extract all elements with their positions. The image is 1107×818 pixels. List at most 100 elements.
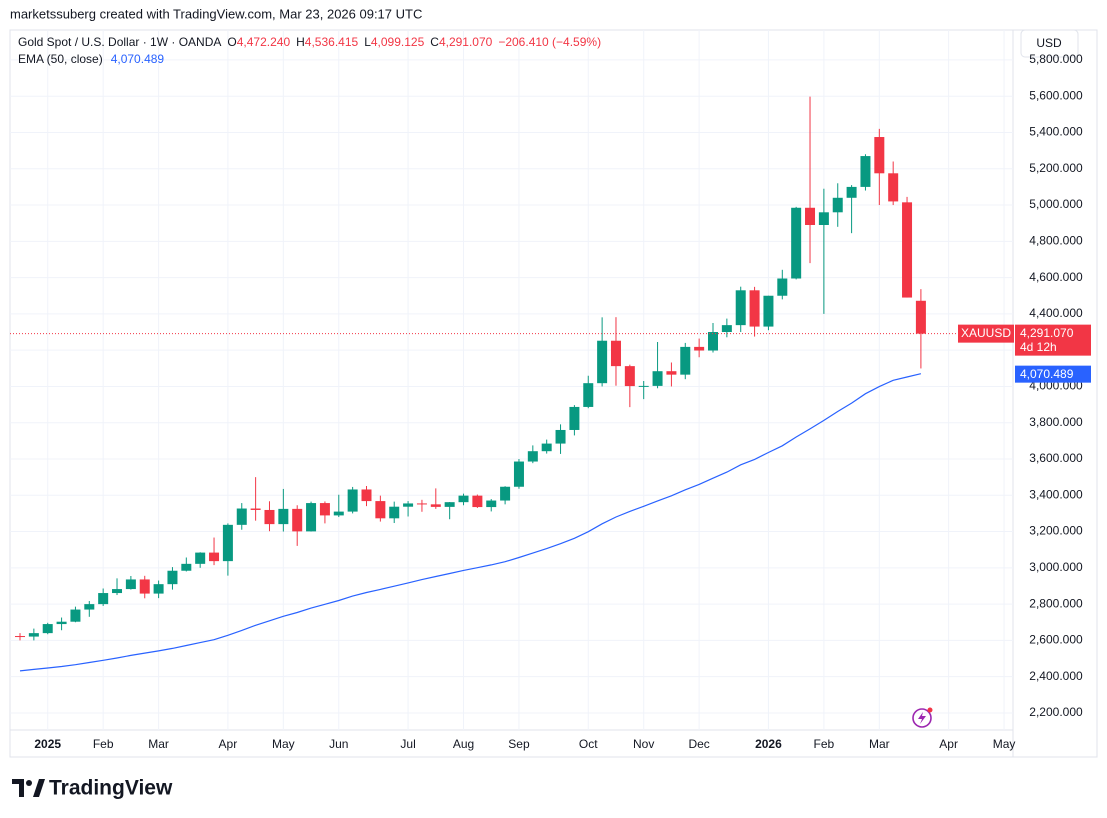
candle-body bbox=[805, 207, 816, 225]
candle-body bbox=[361, 489, 372, 502]
candle-body bbox=[333, 511, 344, 516]
x-tick-label: Oct bbox=[579, 737, 598, 751]
candle-body bbox=[763, 295, 774, 327]
legend: Gold Spot / U.S. Dollar · 1W · OANDA O4,4… bbox=[18, 35, 601, 49]
candle-body bbox=[403, 503, 414, 507]
candle-body bbox=[15, 636, 25, 638]
candle-body bbox=[486, 500, 497, 508]
candle-body bbox=[777, 278, 788, 296]
candle-body bbox=[458, 495, 469, 503]
y-tick-label: 5,000.000 bbox=[1029, 197, 1083, 211]
candle-body bbox=[264, 509, 275, 525]
candle-body bbox=[638, 385, 649, 387]
candle-body bbox=[250, 508, 261, 510]
y-tick-label: 5,800.000 bbox=[1029, 52, 1083, 66]
candle-body bbox=[874, 137, 885, 174]
x-tick-label: Jun bbox=[329, 737, 348, 751]
x-tick-label: Sep bbox=[508, 737, 530, 751]
y-tick-label: 2,400.000 bbox=[1029, 669, 1083, 683]
candle-body bbox=[500, 486, 511, 501]
y-tick-label: 3,600.000 bbox=[1029, 451, 1083, 465]
candle-body bbox=[569, 406, 580, 430]
x-tick-label: Jul bbox=[400, 737, 415, 751]
last-price-badge bbox=[1015, 324, 1091, 356]
candle-body bbox=[624, 366, 635, 387]
ema-price-label: 4,070.489 bbox=[1020, 367, 1074, 381]
candle-body bbox=[347, 489, 358, 512]
frame bbox=[9, 29, 1098, 758]
y-tick-label: 3,000.000 bbox=[1029, 560, 1083, 574]
candle-body bbox=[98, 593, 109, 605]
brand-logo bbox=[12, 779, 45, 797]
candle-body bbox=[818, 212, 829, 225]
y-tick-label: 3,800.000 bbox=[1029, 415, 1083, 429]
candle-body bbox=[56, 621, 67, 625]
x-tick-label: Feb bbox=[814, 737, 835, 751]
candle-body bbox=[306, 503, 317, 532]
candle-body bbox=[846, 186, 857, 198]
candle-body bbox=[319, 503, 330, 516]
candle-body bbox=[902, 202, 913, 298]
candle-body bbox=[666, 371, 677, 375]
ema-badge bbox=[1015, 365, 1091, 383]
brand: TradingView bbox=[49, 777, 173, 800]
candle-body bbox=[527, 451, 538, 462]
legend-title: Gold Spot / U.S. Dollar · 1W · OANDA bbox=[18, 35, 221, 49]
candle-body bbox=[610, 340, 621, 367]
x-tick-label: Mar bbox=[869, 737, 890, 751]
legend-key: H bbox=[296, 35, 305, 49]
y-tick-label: 4,600.000 bbox=[1029, 270, 1083, 284]
candle-body bbox=[472, 495, 483, 508]
currency-button[interactable] bbox=[1020, 29, 1079, 58]
symbol-label: XAUUSD bbox=[961, 326, 1011, 340]
candle-body bbox=[112, 589, 123, 594]
ema-legend: EMA (50, close) 4,070.489 bbox=[18, 52, 164, 66]
candle-body bbox=[70, 609, 81, 622]
ema-value: 4,070.489 bbox=[111, 52, 165, 66]
candle-body bbox=[42, 624, 53, 634]
x-tick-label: Apr bbox=[939, 737, 958, 751]
ema-line bbox=[19, 373, 922, 672]
countdown-label: 4d 12h bbox=[1020, 340, 1057, 354]
currency-label[interactable]: USD bbox=[1036, 36, 1062, 50]
x-tick-label: Dec bbox=[688, 737, 709, 751]
ema-name: EMA (50, close) bbox=[18, 52, 103, 66]
x-tick-label: May bbox=[993, 737, 1016, 751]
candle-body bbox=[430, 504, 441, 507]
candle-body bbox=[153, 584, 164, 594]
candle-body bbox=[888, 173, 899, 202]
legend-change: −206.410 (−4.59%) bbox=[498, 35, 601, 49]
candle-body bbox=[860, 156, 871, 187]
legend-key: C bbox=[430, 35, 439, 49]
candle-body bbox=[735, 290, 746, 326]
alert-icon[interactable] bbox=[912, 707, 933, 728]
candle-body bbox=[416, 503, 427, 505]
candle-body bbox=[694, 346, 705, 351]
y-tick-label: 5,400.000 bbox=[1029, 125, 1083, 139]
candle-body bbox=[791, 207, 802, 279]
candle-body bbox=[749, 290, 760, 327]
candle-body bbox=[209, 552, 220, 562]
legend-key: O bbox=[227, 35, 236, 49]
y-tick-label: 2,200.000 bbox=[1029, 705, 1083, 719]
candle-body bbox=[597, 340, 608, 384]
candle-body bbox=[167, 570, 178, 585]
y-tick-label: 4,800.000 bbox=[1029, 233, 1083, 247]
x-tick-label: Aug bbox=[453, 737, 474, 751]
candle-body bbox=[832, 197, 843, 213]
candle-body bbox=[181, 563, 192, 571]
header: marketssuberg created with TradingView.c… bbox=[10, 6, 422, 21]
candle-body bbox=[375, 501, 386, 519]
legend-value: 4,099.125 bbox=[371, 35, 425, 49]
candle-body bbox=[278, 508, 289, 525]
candle-body bbox=[583, 383, 594, 407]
candle-body bbox=[222, 524, 233, 562]
candle-body bbox=[541, 443, 552, 452]
candle-body bbox=[84, 604, 95, 610]
legend-value: 4,291.070 bbox=[439, 35, 493, 49]
x-tick-label: Mar bbox=[148, 737, 169, 751]
x-tick-label: Nov bbox=[633, 737, 654, 751]
x-tick-label: Feb bbox=[93, 737, 114, 751]
